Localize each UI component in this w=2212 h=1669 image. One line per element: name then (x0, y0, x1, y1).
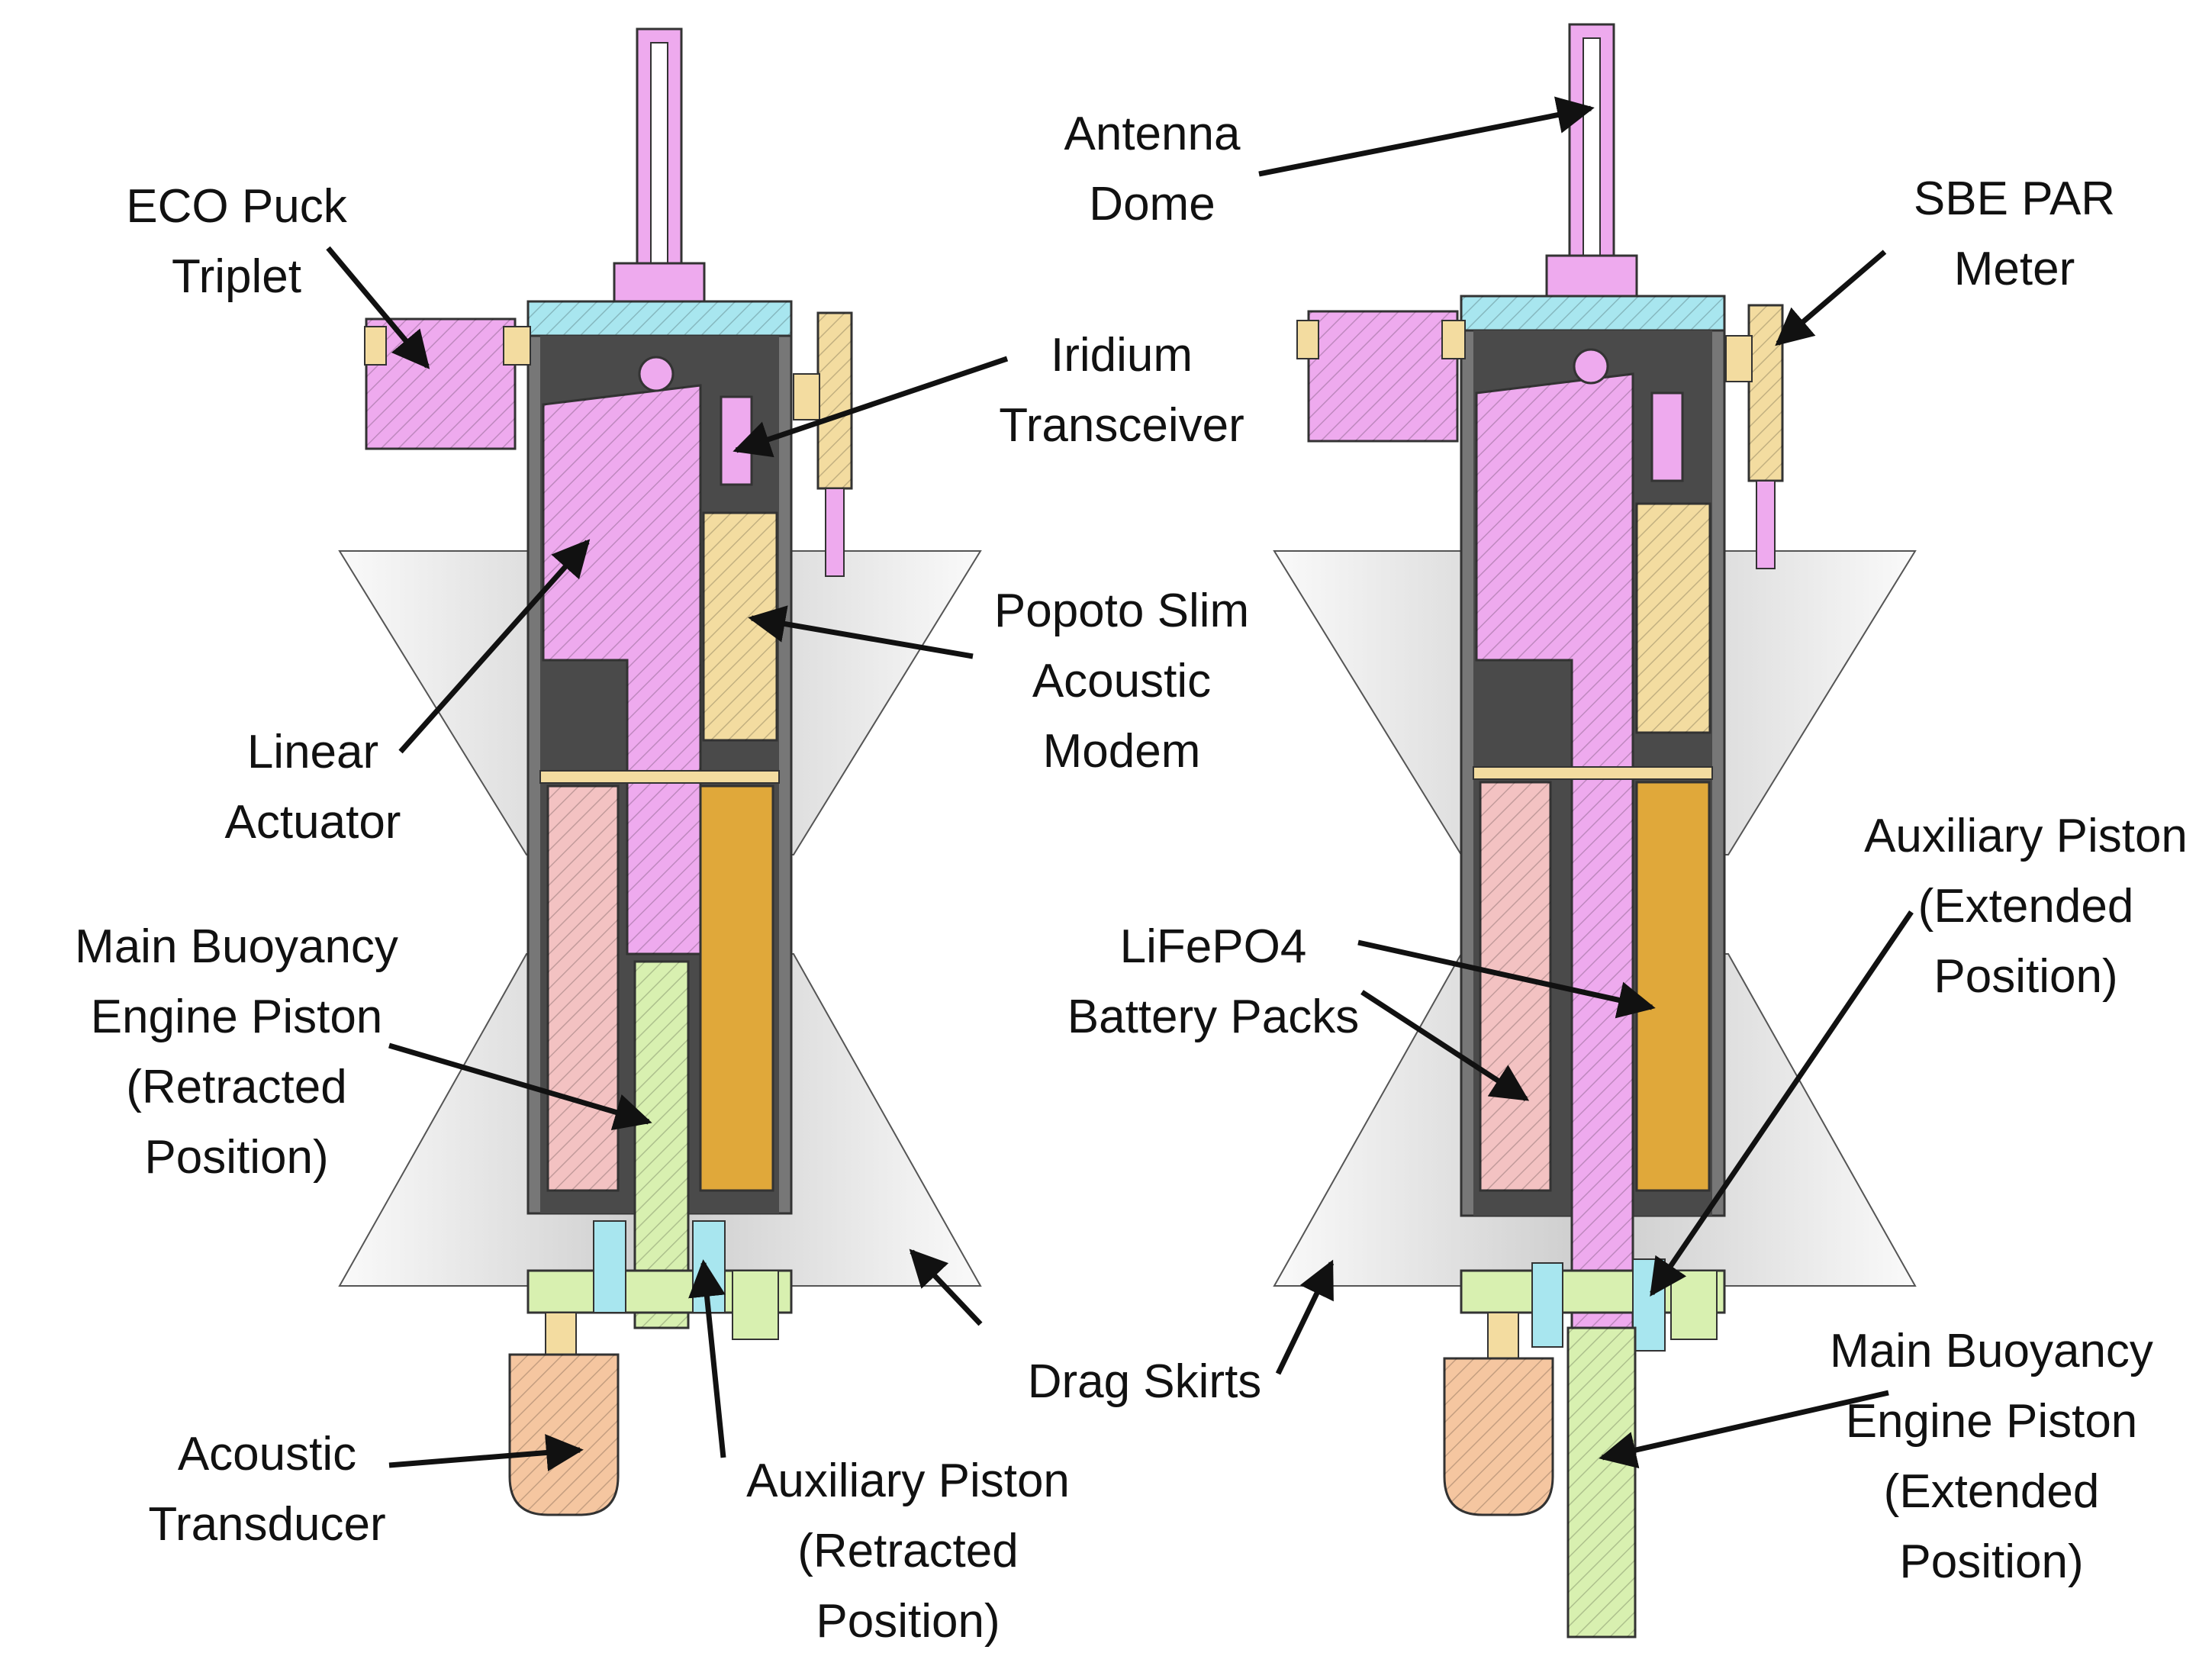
label-aux-piston-extended-line: Position) (1933, 950, 2118, 1003)
label-popoto-line: Popoto Slim (993, 585, 1250, 637)
label-drag-skirts: Drag Skirts (992, 1347, 1297, 1417)
label-sbe-par-line: Meter (1953, 243, 2075, 295)
label-popoto: Popoto Slim Acoustic Modem (954, 576, 1290, 787)
label-main-piston-extended-line: (Extended (1883, 1465, 2100, 1518)
label-popoto-line: Modem (1042, 725, 1201, 778)
label-iridium-line: Iridium (1050, 329, 1193, 382)
label-main-piston-retracted: Main Buoyancy Engine Piston (Retracted Posi… (31, 912, 443, 1193)
label-drag-skirts-line: Drag Skirts (1027, 1355, 1262, 1408)
label-main-piston-extended: Main Buoyancy Engine Piston (Extended Posit… (1793, 1316, 2190, 1597)
label-popoto-line: Acoustic (1032, 655, 1212, 707)
arrow-lifepo4-pink (1360, 990, 1530, 1101)
label-aux-piston-retracted-line: Position) (816, 1595, 1000, 1648)
label-lifepo4: LiFePO4 Battery Packs (1038, 912, 1389, 1052)
label-main-piston-retracted-line: Position) (144, 1131, 329, 1184)
label-aux-piston-extended-line: Auxiliary Piston (1864, 810, 2188, 862)
arrow-linear-actuator (398, 539, 591, 754)
label-eco-puck: ECO Puck Triplet (114, 172, 359, 312)
label-eco-puck-line: ECO Puck (126, 180, 347, 233)
label-aux-piston-retracted-line: Auxiliary Piston (746, 1455, 1070, 1507)
label-linear-actuator-line: Actuator (224, 796, 401, 849)
battery-amber-right (1635, 781, 1711, 1192)
label-iridium: Iridium Transceiver (969, 321, 1274, 461)
label-antenna-dome: Antenna Dome (1022, 99, 1282, 240)
label-main-piston-retracted-line: Main Buoyancy (75, 920, 398, 973)
arrow-drag-skirt-left (909, 1249, 983, 1326)
iridium-transceiver-left (720, 395, 753, 486)
label-linear-actuator: Linear Actuator (183, 717, 443, 858)
arrow-aux-piston-retracted (688, 1259, 726, 1458)
arrow-main-piston-retracted (388, 1042, 652, 1131)
label-antenna-dome-line: Antenna (1064, 108, 1241, 160)
label-lifepo4-line: LiFePO4 (1119, 920, 1307, 973)
arrow-iridium (733, 356, 1009, 458)
arrow-acoustic-transducer (388, 1434, 584, 1471)
label-aux-piston-retracted: Auxiliary Piston (Retracted Position) (710, 1446, 1106, 1657)
label-aux-piston-extended: Auxiliary Piston (Extended Position) (1839, 801, 2212, 1012)
label-acoustic-transducer-line: Acoustic (177, 1428, 357, 1481)
label-acoustic-transducer: Acoustic Transducer (114, 1419, 420, 1560)
label-sbe-par: SBE PAR Meter (1869, 164, 2159, 304)
label-main-piston-extended-line: Engine Piston (1845, 1395, 2138, 1448)
arrow-eco-puck (326, 246, 430, 369)
left-float-retracted (338, 27, 982, 1516)
arrow-antenna-dome (1258, 96, 1595, 177)
label-main-piston-retracted-line: (Retracted (126, 1061, 347, 1113)
label-lifepo4-line: Battery Packs (1067, 991, 1360, 1043)
arrow-aux-piston-extended (1650, 910, 1914, 1297)
label-main-piston-extended-line: Position) (1899, 1535, 2084, 1588)
arrow-main-piston-extended (1599, 1390, 1889, 1469)
arrow-lifepo4-amber (1357, 939, 1656, 1019)
arrow-drag-skirt-right (1275, 1259, 1335, 1375)
arrow-popoto (748, 605, 974, 659)
battery-amber-left (699, 785, 774, 1192)
label-iridium-line: Transceiver (999, 399, 1244, 452)
label-acoustic-transducer-line: Transducer (148, 1498, 386, 1551)
iridium-transceiver-right (1650, 391, 1684, 482)
label-sbe-par-line: SBE PAR (1913, 172, 2116, 225)
arrow-sbe-par (1775, 250, 1887, 346)
leader-arrows (326, 96, 1914, 1471)
label-linear-actuator-line: Linear (246, 726, 379, 778)
label-main-piston-extended-line: Main Buoyancy (1830, 1325, 2153, 1377)
label-antenna-dome-line: Dome (1089, 178, 1215, 230)
label-eco-puck-line: Triplet (172, 250, 301, 303)
label-aux-piston-retracted-line: (Retracted (797, 1525, 1019, 1577)
label-main-piston-retracted-line: Engine Piston (90, 991, 383, 1043)
label-aux-piston-extended-line: (Extended (1917, 880, 2134, 933)
